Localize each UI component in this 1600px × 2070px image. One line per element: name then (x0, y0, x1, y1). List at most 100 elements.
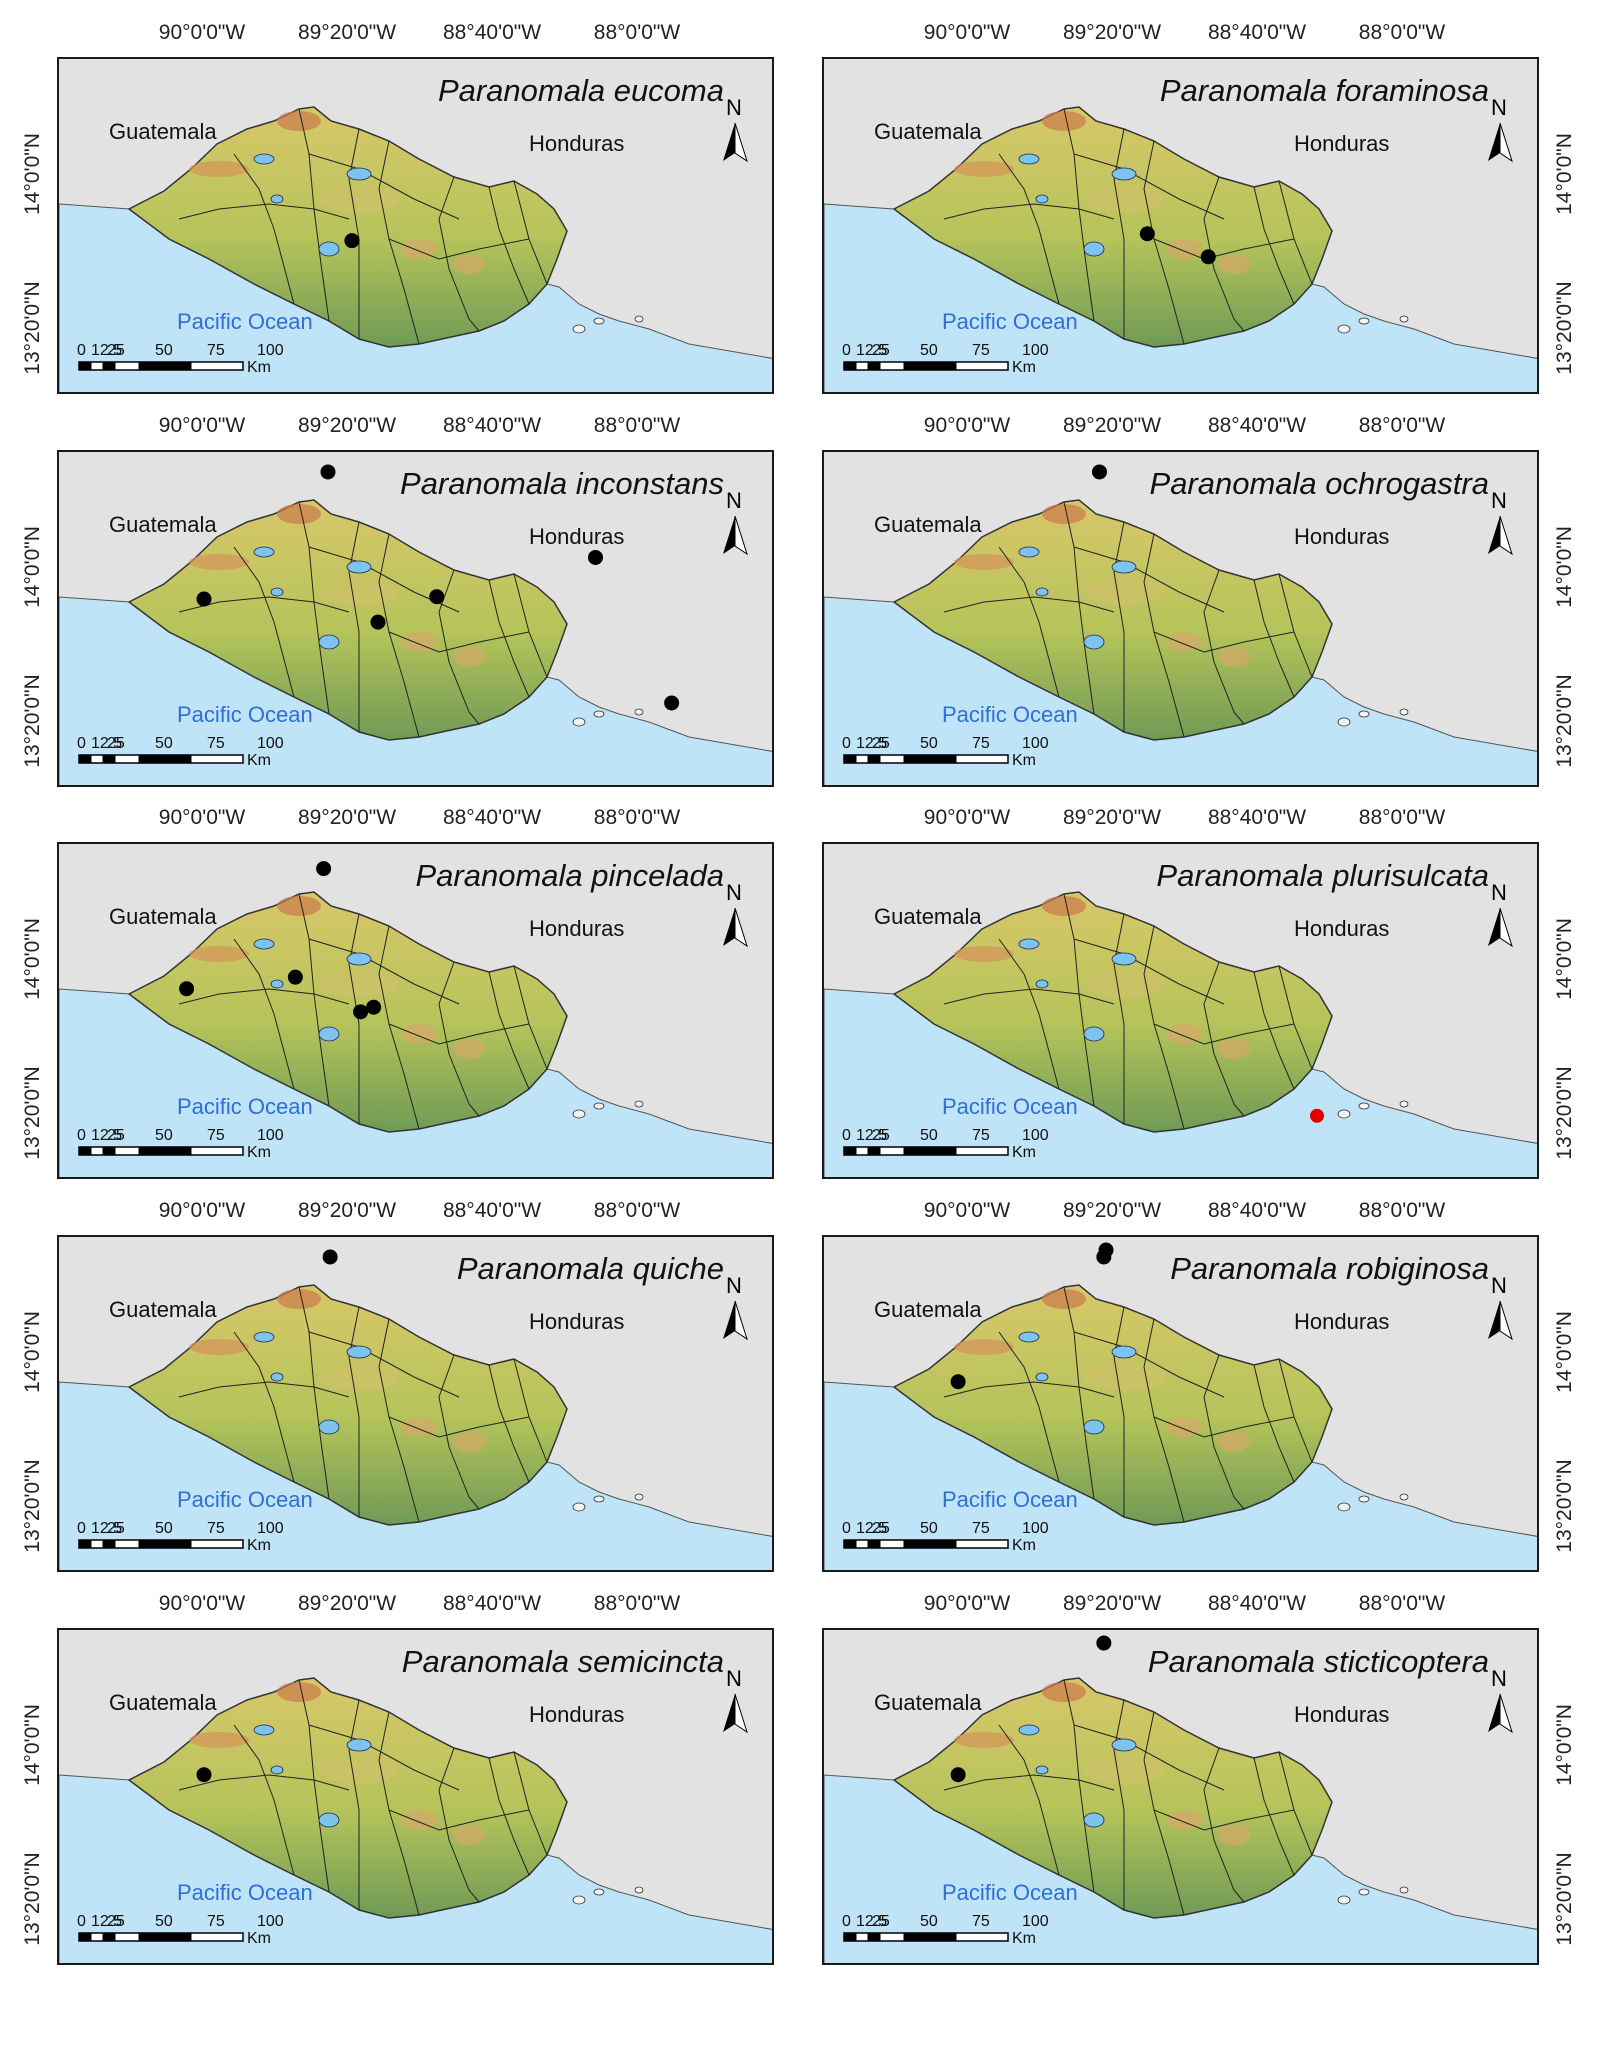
species-record-point (1310, 1108, 1324, 1123)
highland-relief (1166, 1810, 1202, 1830)
map-panel: Paranomala quiche Guatemala Honduras Pacifi… (57, 1235, 774, 1572)
longitude-label: 90°0'0"W (158, 414, 246, 437)
north-arrow-icon (1499, 907, 1513, 948)
latitude-label: 14°0'0"N (21, 526, 44, 608)
longitude-label: 88°0'0"W (593, 1592, 681, 1615)
lake (1111, 1345, 1137, 1359)
north-arrow-icon (734, 1300, 748, 1341)
longitude-label: 89°20'0"W (297, 414, 397, 437)
highland-relief (401, 1417, 437, 1437)
longitude-label: 88°40'0"W (442, 21, 542, 44)
north-arrow-icon (734, 122, 748, 163)
department-border (233, 1724, 295, 1876)
longitude-label: 88°40'0"W (1207, 806, 1307, 829)
highland-relief (1042, 111, 1086, 131)
species-record-point (196, 591, 212, 607)
scale-bar-segment (879, 1539, 905, 1549)
highland-relief (401, 1024, 437, 1044)
scale-tick-label: 100 (1022, 735, 1049, 752)
department-border (348, 521, 360, 732)
department-border (438, 961, 480, 1117)
department-border (1203, 176, 1245, 332)
department-border (943, 988, 1115, 1005)
map-panel: Paranomala pincelada Guatemala Honduras Pac… (57, 842, 774, 1179)
department-border (178, 1774, 350, 1791)
lake (1083, 1419, 1105, 1435)
highland-relief (1084, 1363, 1164, 1391)
ocean-label: Pacific Ocean (177, 1487, 313, 1512)
north-label: N (1491, 1666, 1507, 1691)
scale-unit-label: Km (247, 1537, 271, 1554)
country-label-guatemala: Guatemala (874, 1690, 982, 1715)
north-label: N (1491, 880, 1507, 905)
highland-relief (319, 1363, 399, 1391)
department-border (943, 596, 1115, 613)
highland-relief (319, 1756, 399, 1784)
scale-tick-label: 0 (77, 342, 86, 359)
island (634, 1493, 644, 1501)
longitude-label: 90°0'0"W (923, 414, 1011, 437)
scale-bar-segment (190, 1539, 244, 1549)
lake (1035, 587, 1049, 597)
lake (1083, 1026, 1105, 1042)
island (1399, 708, 1409, 716)
north-label: N (1491, 488, 1507, 513)
highland-relief (954, 1732, 1014, 1748)
scale-bar-segment (90, 1539, 104, 1549)
latitude-label: 13°20'0"N (21, 281, 44, 375)
scale-tick-label: 0 (842, 342, 851, 359)
scale-bar-frame (843, 754, 1009, 764)
highland-relief (277, 896, 321, 916)
highland-relief (1218, 647, 1250, 667)
longitude-label: 88°0'0"W (593, 414, 681, 437)
latitude-label: 13°20'0"N (1553, 1066, 1576, 1160)
country-label-honduras: Honduras (1294, 916, 1390, 941)
scale-tick-label: 12.5 (91, 1520, 123, 1537)
lake (1035, 1372, 1049, 1382)
scale-tick-label: 100 (1022, 1520, 1049, 1537)
island (593, 1102, 605, 1110)
north-label: N (726, 880, 742, 905)
species-record-point (950, 1767, 966, 1783)
scale-bar-segment (879, 361, 905, 371)
highland-relief (319, 970, 399, 998)
lake (270, 1765, 284, 1775)
longitude-label: 89°20'0"W (1062, 414, 1162, 437)
department-border (388, 631, 530, 653)
scale-bar-segment (843, 1539, 857, 1549)
terrain-map (824, 1242, 1537, 1570)
island (1399, 1886, 1409, 1894)
scale-bar-segment (90, 1932, 104, 1942)
highland-relief (401, 632, 437, 652)
terrain-map (824, 1635, 1537, 1963)
highland-relief (277, 504, 321, 524)
scale-tick-label: 50 (920, 735, 938, 752)
department-border (1113, 1699, 1125, 1910)
latitude-label: 14°0'0"N (1553, 918, 1576, 1000)
island (1399, 315, 1409, 323)
lake (1111, 560, 1137, 574)
scale-tick-label: 25 (872, 1520, 890, 1537)
lake (318, 1026, 340, 1042)
species-record-point (429, 589, 445, 605)
scale-unit-label: Km (1012, 1144, 1036, 1161)
department-border (348, 1306, 360, 1517)
longitude-label: 89°20'0"W (1062, 21, 1162, 44)
species-record-point (196, 1767, 212, 1783)
country-label-honduras: Honduras (529, 916, 625, 941)
department-border (1203, 569, 1245, 725)
lake (1083, 241, 1105, 257)
species-title: Paranomala foraminosa (1159, 73, 1489, 108)
scale-bar-frame (78, 1932, 244, 1942)
longitude-label: 90°0'0"W (923, 806, 1011, 829)
scale-tick-label: 50 (155, 1913, 173, 1930)
north-arrow-icon (734, 907, 748, 948)
island (1337, 1895, 1351, 1905)
latitude-label: 14°0'0"N (1553, 1311, 1576, 1393)
island (593, 1495, 605, 1503)
department-border (1253, 579, 1295, 698)
scale-tick-label: 25 (872, 1913, 890, 1930)
scale-bar-segment (78, 1146, 92, 1156)
longitude-label: 90°0'0"W (923, 21, 1011, 44)
department-border (348, 128, 360, 339)
